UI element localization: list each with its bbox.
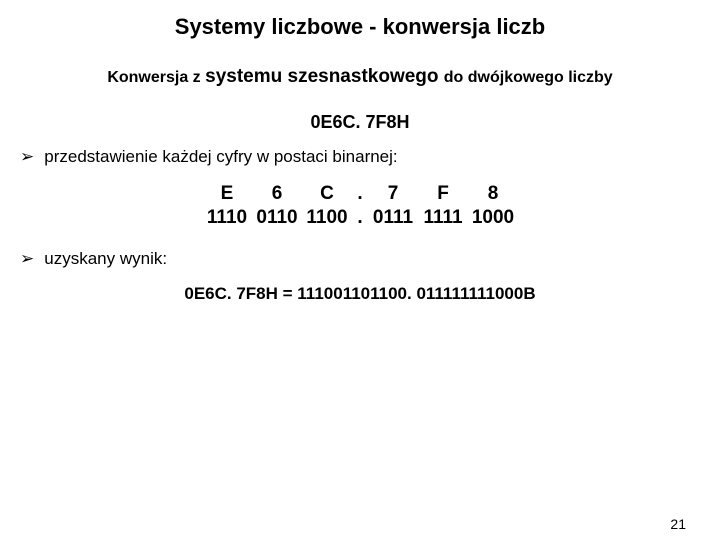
table-cell: 6: [252, 183, 302, 205]
table-row: 1110 0110 1100 . 0111 1111 1000: [202, 207, 518, 229]
bullet-text: uzyskany wynik:: [44, 249, 167, 269]
table-cell: 0111: [368, 207, 418, 229]
conversion-table: E 6 C . 7 F 8 1110 0110 1100 . 0111 1111…: [0, 183, 720, 229]
bullet-text: przedstawienie każdej cyfry w postaci bi…: [44, 147, 397, 167]
table-cell: 1110: [202, 207, 252, 229]
table-cell: E: [202, 183, 252, 205]
table-cell: 1000: [468, 207, 518, 229]
bullet-item: ➢ przedstawienie każdej cyfry w postaci …: [20, 147, 720, 167]
subtitle-prefix: Konwersja z: [107, 69, 205, 86]
subtitle-main: systemu szesnastkowego: [205, 66, 444, 87]
bullet-marker-icon: ➢: [20, 147, 34, 167]
table-row: E 6 C . 7 F 8: [202, 183, 518, 205]
table-cell: 1111: [418, 207, 468, 229]
table-cell: C: [302, 183, 352, 205]
table-cell: 8: [468, 183, 518, 205]
example-hex-value: 0E6C. 7F8H: [0, 112, 720, 133]
table-cell: .: [352, 207, 368, 229]
table-cell: .: [352, 183, 368, 205]
bullet-item: ➢ uzyskany wynik:: [20, 249, 720, 269]
table-cell: 0110: [252, 207, 302, 229]
result-equation: 0E6C. 7F8H = 111001101100. 011111111000B: [0, 284, 720, 304]
table-cell: 1100: [302, 207, 352, 229]
table-cell: 7: [368, 183, 418, 205]
conversion-table-inner: E 6 C . 7 F 8 1110 0110 1100 . 0111 1111…: [202, 183, 518, 229]
table-cell: F: [418, 183, 468, 205]
subtitle-suffix: do dwójkowego liczby: [444, 69, 613, 86]
bullet-marker-icon: ➢: [20, 249, 34, 269]
slide-subtitle: Konwersja z systemu szesnastkowego do dw…: [0, 66, 720, 88]
page-number: 21: [670, 516, 686, 532]
slide-title: Systemy liczbowe - konwersja liczb: [0, 14, 720, 40]
